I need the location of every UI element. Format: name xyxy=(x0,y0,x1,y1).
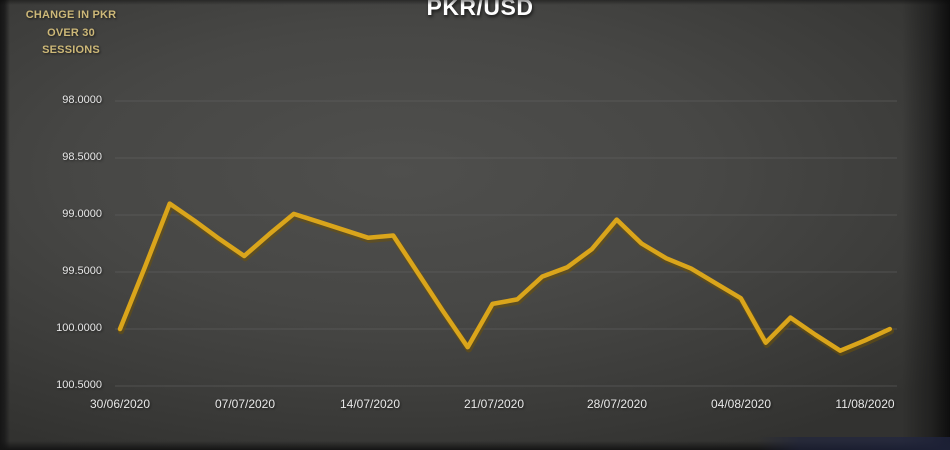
x-axis-tick-label: 07/07/2020 xyxy=(214,397,276,411)
price-line-series xyxy=(117,201,893,353)
y-axis-tick-label: 99.5000 xyxy=(62,265,102,277)
y-axis-tick-label: 98.5000 xyxy=(62,151,102,163)
y-axis-tick-label: 100.0000 xyxy=(56,322,102,334)
chart-note: CHANGE IN PKR OVER 30 SESSIONS xyxy=(25,9,117,57)
x-axis-tick-label: 04/08/2020 xyxy=(710,397,772,411)
x-axis-tick-label: 14/07/2020 xyxy=(339,397,401,411)
x-axis-tick-label: 21/07/2020 xyxy=(463,397,525,411)
chart-title: PKR/USD xyxy=(426,0,534,20)
y-axis-tick-label: 99.0000 xyxy=(62,208,102,220)
x-axis-tick-label: 28/07/2020 xyxy=(586,397,648,411)
y-axis-tick-label: 100.5000 xyxy=(56,379,102,391)
watermark-bar xyxy=(757,437,950,450)
y-axis-tick-label: 98.0000 xyxy=(62,94,102,106)
x-axis-tick-label: 11/08/2020 xyxy=(835,397,895,411)
x-axis-tick-label: 30/06/2020 xyxy=(89,397,151,411)
